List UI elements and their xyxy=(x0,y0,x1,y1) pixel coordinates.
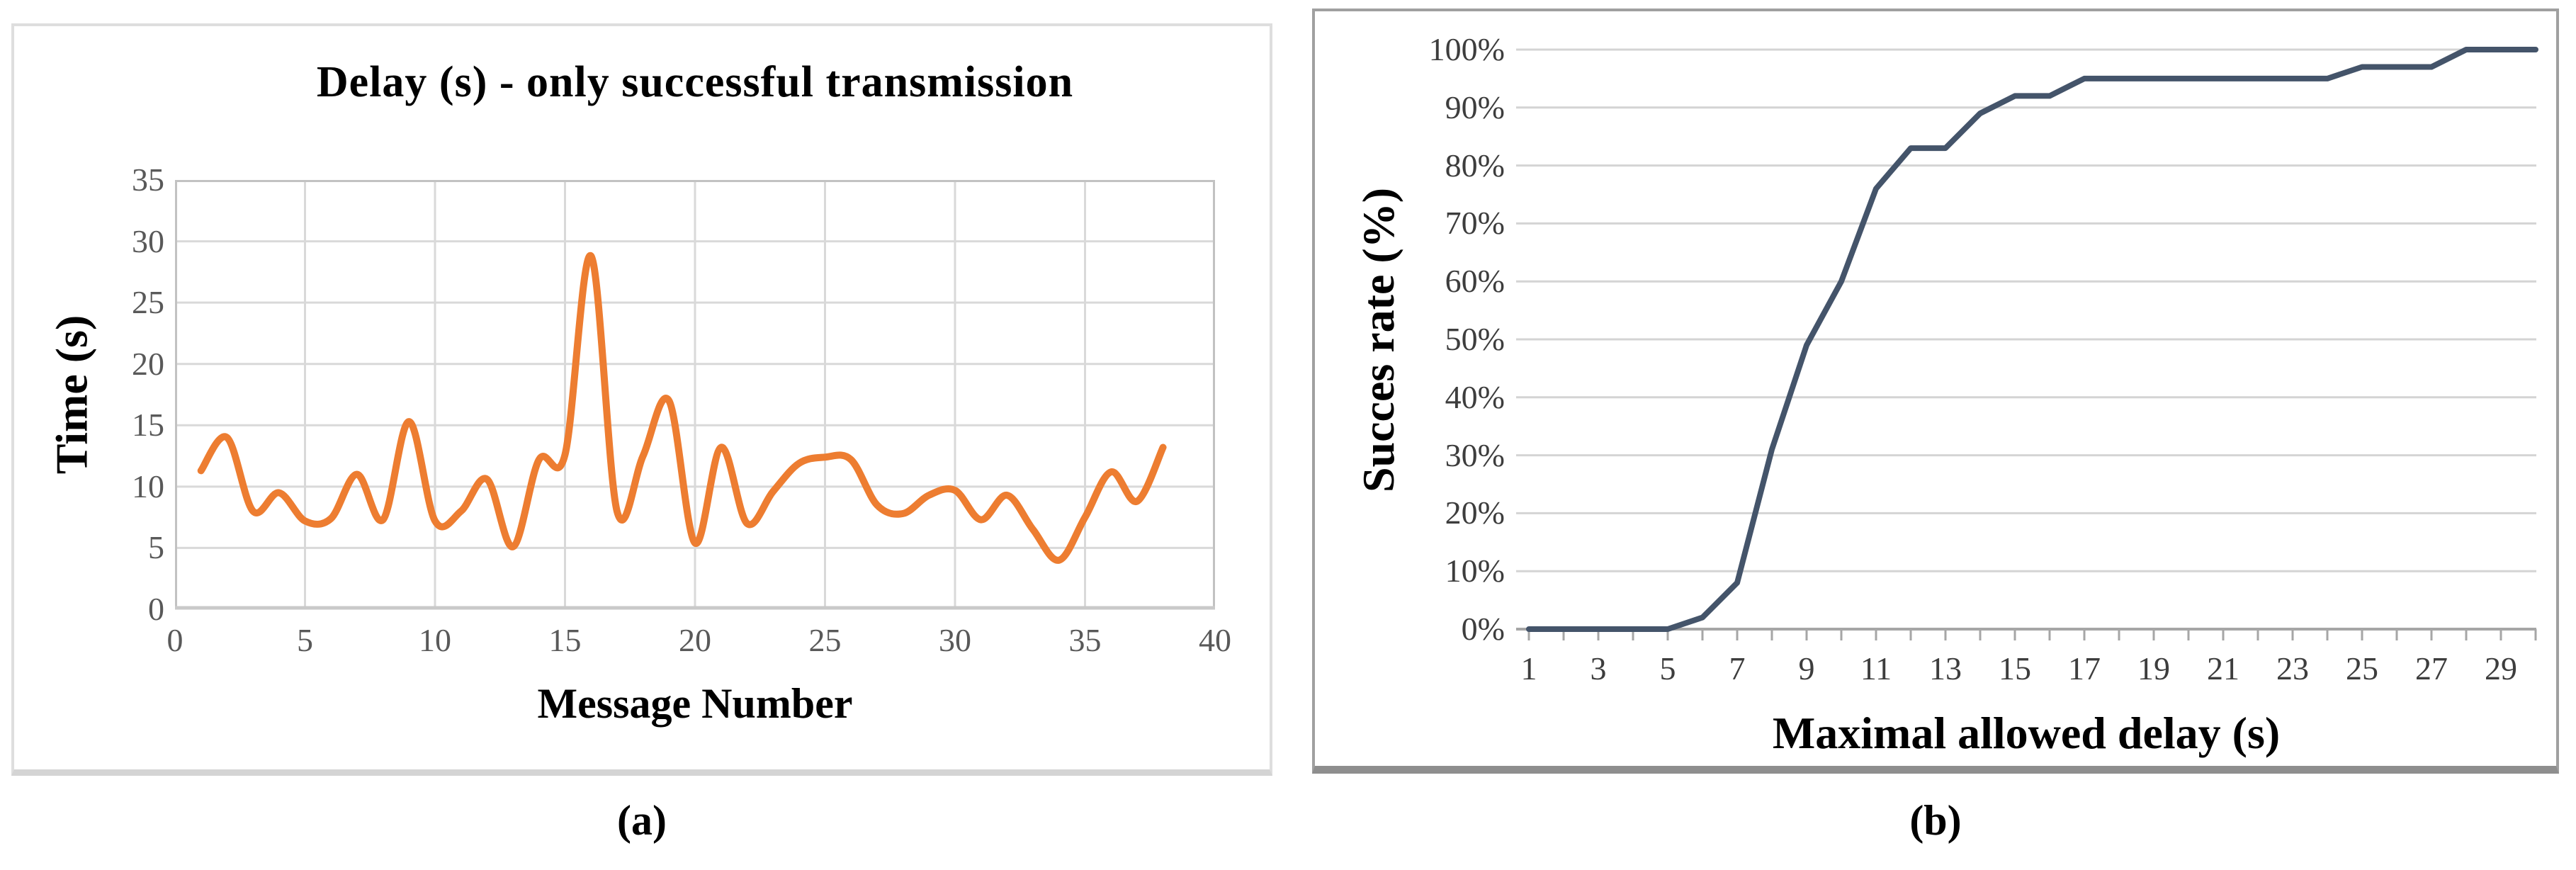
chart-a-title: Delay (s) - only successful transmission xyxy=(316,58,1074,106)
chart-a-plot-area xyxy=(175,180,1215,610)
y-tick-label: 50% xyxy=(1445,321,1505,357)
chart-a-ylabel: Time (s) xyxy=(46,315,96,475)
chart-a-xlabel: Message Number xyxy=(537,680,853,727)
x-tick-label: 17 xyxy=(2068,650,2101,687)
y-tick-label: 10% xyxy=(1445,553,1505,589)
x-tick-label: 5 xyxy=(1659,650,1676,687)
x-tick-label: 29 xyxy=(2485,650,2517,687)
chart-panel-success-rate: Succes rate (%) 0% 10% 20% 30% 40% 50% 60% 70% 8… xyxy=(1312,9,2559,774)
x-tick-label: 5 xyxy=(297,622,313,658)
y-tick-label: 5 xyxy=(148,529,164,566)
x-tick-label: 10 xyxy=(419,622,451,658)
y-tick-label: 80% xyxy=(1445,147,1505,183)
x-tick-label: 40 xyxy=(1199,622,1231,658)
x-tick-label: 0 xyxy=(166,622,183,658)
x-tick-label: 21 xyxy=(2207,650,2239,687)
delay-series-line xyxy=(197,252,1167,564)
y-tick-label: 20% xyxy=(1445,495,1505,531)
x-tick-label: 11 xyxy=(1860,650,1892,687)
x-tick-label: 35 xyxy=(1068,622,1102,658)
x-tick-label: 1 xyxy=(1520,650,1537,687)
x-tick-label: 20 xyxy=(679,622,711,658)
x-tick-label: 19 xyxy=(2137,650,2170,687)
x-tick-label: 23 xyxy=(2276,650,2309,687)
y-tick-label: 0% xyxy=(1461,611,1505,647)
x-tick-label: 25 xyxy=(2346,650,2378,687)
x-tick-label: 15 xyxy=(548,622,582,658)
chart-b-plot-area xyxy=(1516,47,2538,640)
chart-panel-delay: Delay (s) - only successful transmission… xyxy=(11,23,1272,776)
x-tick-label: 27 xyxy=(2415,650,2448,687)
y-tick-label: 20 xyxy=(132,345,164,382)
y-tick-label: 25 xyxy=(132,284,164,321)
x-tick-label: 7 xyxy=(1729,650,1746,687)
caption-a: (a) xyxy=(617,797,667,844)
success-rate-series-line xyxy=(1526,47,2538,632)
caption-b: (b) xyxy=(1909,797,1962,844)
x-tick-label: 9 xyxy=(1798,650,1815,687)
y-tick-label: 35 xyxy=(132,162,164,198)
x-tick-label: 13 xyxy=(1929,650,1962,687)
y-tick-label: 10 xyxy=(132,468,164,504)
x-tick-label: 3 xyxy=(1590,650,1607,687)
chart-b-xlabel: Maximal allowed delay (s) xyxy=(1772,708,2281,758)
x-tick-label: 25 xyxy=(808,622,842,658)
y-tick-label: 40% xyxy=(1445,378,1505,415)
y-tick-label: 30 xyxy=(132,222,164,259)
y-tick-label: 30% xyxy=(1445,436,1505,473)
y-tick-label: 100% xyxy=(1428,31,1505,67)
y-tick-label: 70% xyxy=(1445,205,1505,242)
y-tick-label: 60% xyxy=(1445,263,1505,300)
x-tick-label: 15 xyxy=(1999,650,2031,687)
y-tick-label: 15 xyxy=(132,407,164,444)
y-tick-label: 0 xyxy=(148,591,164,627)
x-tick-label: 30 xyxy=(939,622,971,658)
y-tick-label: 90% xyxy=(1445,89,1505,125)
